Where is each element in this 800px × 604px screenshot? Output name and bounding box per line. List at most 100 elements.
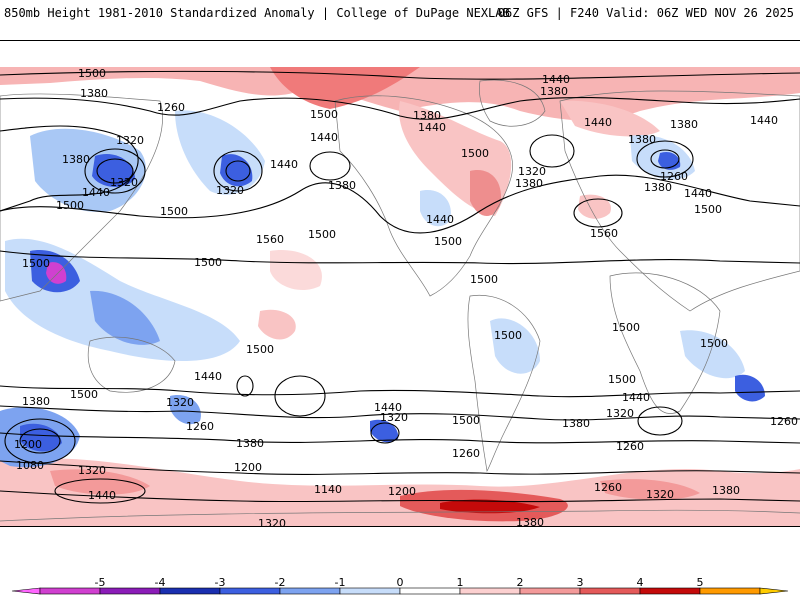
colorbar-tick-label: 3 — [576, 576, 584, 589]
contour-label: 1320 — [380, 411, 408, 424]
contour-label: 1440 — [622, 391, 650, 404]
australia-outline — [87, 336, 176, 393]
height-contours — [0, 70, 800, 504]
colorbar-segment — [279, 587, 341, 595]
colorbar-segment — [99, 587, 161, 595]
contour-line — [0, 460, 800, 475]
contour-label: 1500 — [452, 414, 480, 427]
contour-label: 1500 — [70, 388, 98, 401]
model-run-info: 06Z GFS | F240 Valid: 06Z WED NOV 26 202… — [497, 6, 794, 20]
contour-line — [0, 432, 800, 444]
contour-closed — [225, 160, 251, 182]
contour-label: 1200 — [14, 438, 42, 451]
contour-label: 1380 — [236, 437, 264, 450]
header: 850mb Height 1981-2010 Standardized Anom… — [0, 0, 800, 40]
contour-line — [0, 125, 139, 212]
indian-negative-east — [680, 330, 745, 379]
contour-label: 1440 — [270, 158, 298, 171]
contour-label: 1440 — [584, 116, 612, 129]
contour-label: 1440 — [418, 121, 446, 134]
contour-label: 1500 — [160, 205, 188, 218]
map-title: 850mb Height 1981-2010 Standardized Anom… — [4, 6, 510, 20]
colorbar-tick-label: 2 — [516, 576, 524, 589]
colorbar-segment — [519, 587, 581, 595]
contour-label: 1380 — [562, 417, 590, 430]
contour-label: 1500 — [470, 273, 498, 286]
coastlines — [0, 79, 800, 522]
contour-label: 1380 — [80, 87, 108, 100]
contour-closed — [213, 150, 263, 192]
south-america-negative — [490, 318, 540, 374]
contour-closed — [637, 406, 683, 436]
colorbar-segment — [159, 587, 221, 595]
southern-indian-positive — [600, 479, 700, 500]
contour-label: 1440 — [88, 489, 116, 502]
contour-line — [0, 385, 800, 398]
contour-line — [0, 250, 800, 265]
pacific-positive-spot-2 — [270, 250, 322, 291]
south-africa-negative — [735, 374, 765, 402]
contour-label: 1380 — [515, 177, 543, 190]
contour-label: 1260 — [770, 415, 798, 428]
antarctica-outline — [0, 509, 800, 522]
contour-label: 1200 — [234, 461, 262, 474]
contour-label: 1440 — [194, 370, 222, 383]
contour-closed — [636, 140, 694, 178]
contour-label: 1260 — [660, 170, 688, 183]
colorbar-segment — [39, 587, 101, 595]
contour-label: 1260 — [186, 420, 214, 433]
colorbar-tick-label: 4 — [636, 576, 644, 589]
contour-label: 1380 — [62, 153, 90, 166]
southern-positive-core — [440, 499, 540, 514]
contour-label: 1200 — [388, 485, 416, 498]
contour-label: 1380 — [628, 133, 656, 146]
anomaly-map: 1500 1380 1260 1320 1380 1320 1440 1500 … — [0, 67, 800, 527]
colorbar-tick-label: 0 — [396, 576, 404, 589]
us-west-negative — [420, 190, 451, 227]
anomaly-colorbar — [0, 568, 800, 600]
contour-label: 1080 — [16, 459, 44, 472]
greenland-outline — [478, 79, 546, 127]
colorbar-high-arrow — [759, 587, 789, 595]
colorbar-segment — [339, 587, 401, 595]
contour-label: 1500 — [612, 321, 640, 334]
colorbar-segment — [399, 587, 461, 595]
us-east-positive — [470, 170, 501, 217]
contour-label: 1440 — [426, 213, 454, 226]
contour-line — [0, 174, 800, 234]
contour-label: 1440 — [310, 131, 338, 144]
colorbar-segment — [579, 587, 641, 595]
contour-label: 1320 — [258, 517, 286, 527]
north-america-outline — [334, 95, 513, 297]
contour-closed — [54, 478, 146, 504]
contour-label: 1320 — [216, 184, 244, 197]
contour-closed — [650, 149, 680, 169]
gulf-alaska-negative — [175, 110, 265, 195]
contour-line — [0, 490, 800, 503]
contour-label: 1380 — [644, 181, 672, 194]
contour-label: 1380 — [22, 395, 50, 408]
colorbar-segments — [11, 587, 789, 595]
contour-line — [0, 405, 800, 421]
contour-label: 1500 — [434, 235, 462, 248]
contour-label: 1260 — [616, 440, 644, 453]
colorbar-segment — [219, 587, 281, 595]
contour-label: 1320 — [78, 464, 106, 477]
contour-label: 1380 — [670, 118, 698, 131]
contour-label: 1380 — [712, 484, 740, 497]
contour-line — [0, 96, 800, 120]
colorbar-segment — [699, 587, 761, 595]
colorbar-segment — [639, 587, 701, 595]
contour-label: 1260 — [157, 101, 185, 114]
contour-label: 1500 — [700, 337, 728, 350]
contour-label: 1560 — [256, 233, 284, 246]
contour-label: 1320 — [518, 165, 546, 178]
contour-label: 1500 — [194, 256, 222, 269]
contour-label: 1500 — [694, 203, 722, 216]
contour-line — [0, 70, 800, 80]
colorbar-segment — [459, 587, 521, 595]
contour-label: 1440 — [82, 186, 110, 199]
colorbar-low-arrow — [11, 587, 41, 595]
contour-label: 1380 — [413, 109, 441, 122]
contour-label: 1380 — [328, 179, 356, 192]
